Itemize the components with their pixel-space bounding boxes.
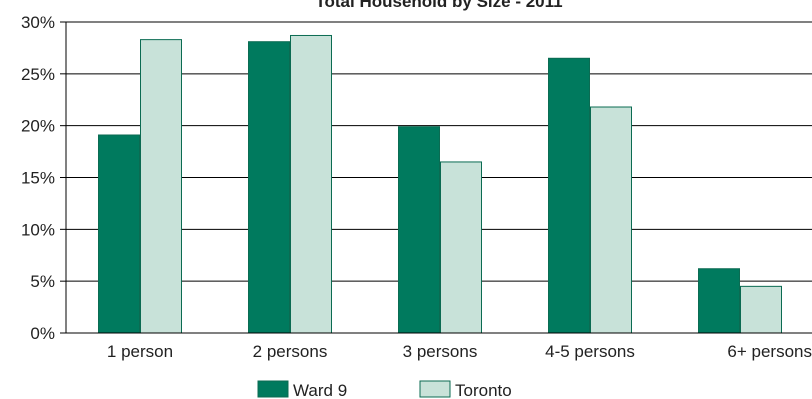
chart-title: Total Household by Size - 2011 xyxy=(315,0,562,11)
chart-title-layer: Total Household by Size - 2011 xyxy=(315,0,562,11)
y-tick-label: 10% xyxy=(21,220,55,239)
x-tick-label: 3 persons xyxy=(403,342,478,361)
y-tick-label: 30% xyxy=(21,13,55,32)
legend-swatch xyxy=(419,380,451,398)
bar-toronto-4 xyxy=(740,285,782,334)
bar-toronto-1 xyxy=(290,34,332,334)
y-tick-label: 20% xyxy=(21,117,55,136)
x-tick-label: 4-5 persons xyxy=(545,342,635,361)
bar-toronto-0 xyxy=(140,39,182,334)
bar-ward-9-3 xyxy=(548,57,590,334)
bar-toronto-2 xyxy=(440,161,482,334)
y-tick-label: 0% xyxy=(30,324,55,343)
y-tick-label: 25% xyxy=(21,65,55,84)
bar-ward-9-4 xyxy=(698,268,740,334)
legend-swatch xyxy=(257,380,289,398)
y-tick-label: 15% xyxy=(21,169,55,188)
x-tick-label: 2 persons xyxy=(253,342,328,361)
bar-ward-9-1 xyxy=(248,41,290,334)
x-tick-label: 6+ persons xyxy=(727,342,812,361)
legend-label: Toronto xyxy=(455,381,512,399)
y-tick-labels: 0% 5% 10% 15% 20% 25% 30% xyxy=(21,13,55,343)
bar-ward-9-2 xyxy=(398,126,440,334)
bar-ward-9-0 xyxy=(98,134,140,334)
legend-label: Ward 9 xyxy=(293,381,347,399)
legend: Ward 9 Toronto xyxy=(257,380,512,399)
bar-toronto-3 xyxy=(590,106,632,334)
x-tick-labels: 1 person 2 persons 3 persons 4-5 persons 6+ … xyxy=(107,342,812,361)
axes xyxy=(65,22,812,334)
x-tick-label: 1 person xyxy=(107,342,173,361)
y-tick-label: 5% xyxy=(30,272,55,291)
bars xyxy=(98,34,782,334)
